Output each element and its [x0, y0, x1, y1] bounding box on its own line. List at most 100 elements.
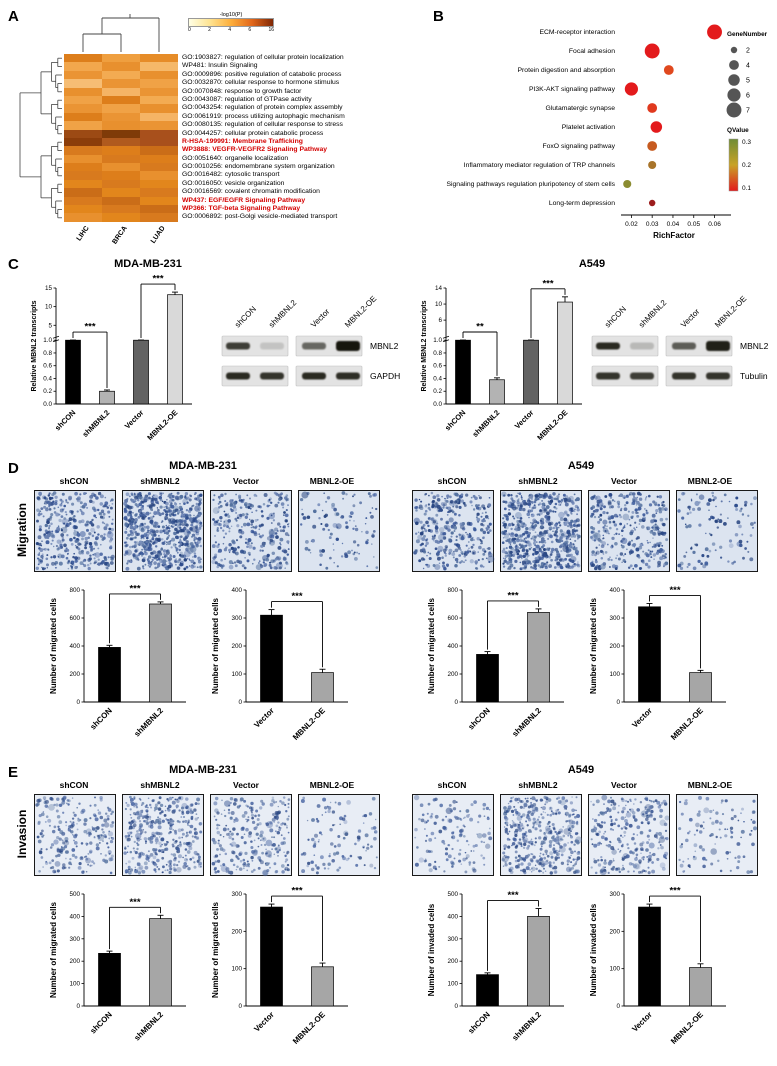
heatmap-grid: [64, 54, 178, 222]
heatmap-cell: [64, 171, 102, 180]
heatmap-row-label: WP437: EGF/EGFR Signaling Pathway: [182, 196, 306, 204]
svg-text:0.2: 0.2: [742, 162, 751, 169]
transwell-image: [588, 490, 670, 572]
condition-label: shMBNL2: [140, 780, 180, 790]
svg-text:0: 0: [76, 1003, 80, 1010]
svg-text:5: 5: [48, 322, 52, 329]
svg-text:800: 800: [447, 587, 458, 594]
svg-text:MBNL2-OE: MBNL2-OE: [145, 408, 179, 442]
svg-text:0.04: 0.04: [667, 221, 680, 228]
svg-text:Relative MBNL2 transcripts: Relative MBNL2 transcripts: [31, 300, 38, 391]
svg-text:Tubulin: Tubulin: [740, 371, 768, 381]
svg-text:Vector: Vector: [630, 706, 654, 730]
heatmap-cell: [64, 154, 102, 164]
heatmap-column-label: BRCA: [111, 225, 129, 246]
heatmap-cell: [102, 205, 140, 214]
svg-text:Inflammatory mediator regulati: Inflammatory mediator regulation of TRP …: [464, 162, 616, 169]
svg-text:0.4: 0.4: [433, 375, 442, 382]
svg-text:shMBNL2: shMBNL2: [81, 408, 112, 439]
svg-text:Relative MBNL2 transcripts: Relative MBNL2 transcripts: [421, 300, 428, 391]
heatmap-cell: [64, 137, 102, 147]
svg-text:5: 5: [746, 77, 750, 84]
transwell-images: [412, 490, 758, 572]
invasion-charts: 0 100 200 300 400 500 Number of invaded cells s…: [426, 880, 738, 1052]
svg-text:shMBNL2: shMBNL2: [471, 408, 502, 439]
svg-text:Vector: Vector: [679, 307, 702, 330]
heatmap-cell: [102, 179, 140, 189]
condition-label: shCON: [59, 780, 89, 790]
condition-label: MBNL2-OE: [309, 476, 355, 486]
transwell-images: [412, 794, 758, 876]
panel-c: C MDA-MB-231 0.0 0.2 0.4 0.6 0.8 1.0 5 10 15 Rela…: [8, 256, 773, 461]
heatmap-cell: [140, 87, 178, 96]
svg-text:MBNL2-OE: MBNL2-OE: [343, 294, 378, 329]
svg-text:15: 15: [45, 285, 53, 292]
heatmap-cell: [64, 213, 102, 222]
svg-text:***: ***: [84, 322, 95, 333]
svg-text:6: 6: [438, 317, 442, 324]
heatmap-cell: [140, 70, 178, 80]
svg-text:300: 300: [609, 615, 620, 622]
transwell-image: [676, 490, 758, 572]
svg-text:600: 600: [447, 615, 458, 622]
svg-text:400: 400: [609, 587, 620, 594]
transwell-image: [298, 794, 380, 876]
svg-text:200: 200: [609, 643, 620, 650]
svg-text:***: ***: [542, 278, 553, 289]
heatmap-cell: [102, 70, 140, 80]
heatmap-row-label: GO:0016569: covalent chromatin modificat…: [182, 188, 320, 196]
condition-label: MBNL2-OE: [687, 476, 733, 486]
cell-line-title: A549: [567, 460, 595, 472]
svg-text:300: 300: [69, 936, 80, 943]
dotplot-legends: GeneNumber 2 4 5 6 7 QValue 0.3 0.2 0.1: [725, 28, 775, 218]
svg-text:0.6: 0.6: [433, 363, 442, 370]
cell-line-title: MDA-MB-231: [114, 258, 182, 270]
svg-text:MBNL2-OE: MBNL2-OE: [713, 294, 748, 329]
heatmap-row-label: R-HSA-199991: Membrane Trafficking: [182, 137, 303, 145]
condition-label: MBNL2-OE: [687, 780, 733, 790]
transwell-image: [34, 794, 116, 876]
condition-label: Vector: [611, 476, 637, 486]
heatmap-cell: [64, 188, 102, 197]
heatmap-cell: [140, 179, 178, 189]
svg-text:0.03: 0.03: [646, 221, 659, 228]
heatmap-cell: [102, 62, 140, 71]
migration-charts: 0 200 400 600 800 Number of migrated cells shC…: [48, 576, 360, 748]
svg-text:shMBNL2: shMBNL2: [132, 706, 165, 739]
heatmap-cell: [64, 146, 102, 155]
transwell-image: [298, 490, 380, 572]
transwell-image: [210, 794, 292, 877]
svg-text:2: 2: [746, 47, 750, 54]
condition-label: shMBNL2: [518, 476, 558, 486]
heatmap-row-label: GO:0043254: regulation of protein comple…: [182, 104, 343, 112]
svg-text:400: 400: [69, 913, 80, 920]
svg-text:0.3: 0.3: [742, 139, 751, 146]
svg-text:0.1: 0.1: [742, 185, 751, 192]
heatmap-row-label: GO:0070848: response to growth factor: [182, 87, 302, 95]
heatmap-cell: [102, 146, 140, 155]
heatmap-row-label: GO:0044257: cellular protein catabolic p…: [182, 129, 324, 137]
heatmap-cell: [64, 196, 102, 206]
heatmap-cell: [140, 146, 178, 155]
transwell-images: [34, 794, 380, 877]
d-group-a549: A549 shCON shMBNL2 Vector MBNL2-OE 0 200 4…: [412, 460, 758, 760]
heatmap-cell: [102, 112, 140, 122]
transwell-image: [122, 490, 204, 572]
heatmap-cell: [102, 87, 140, 96]
svg-text:Glutamatergic synapse: Glutamatergic synapse: [545, 105, 615, 112]
western-blot: shCON shMBNL2 Vector MBNL2-OE MBNL2 GAPDH: [221, 294, 400, 387]
condition-label: Vector: [233, 476, 259, 486]
svg-text:0.8: 0.8: [43, 350, 52, 357]
svg-text:shCON: shCON: [53, 408, 77, 432]
transwell-image: [412, 490, 495, 572]
c-group-a549: A549 0.0 0.2 0.4 0.6 0.8 1.0 6 10 14 Relative MBN…: [412, 258, 777, 458]
heatmap-cell: [64, 95, 102, 105]
svg-text:Number of migrated cells: Number of migrated cells: [211, 901, 220, 998]
condition-label: Vector: [611, 780, 637, 790]
transwell-image: [676, 794, 758, 876]
svg-text:400: 400: [231, 587, 242, 594]
heatmap-cell: [140, 213, 178, 222]
condition-label: MBNL2-OE: [309, 780, 355, 790]
